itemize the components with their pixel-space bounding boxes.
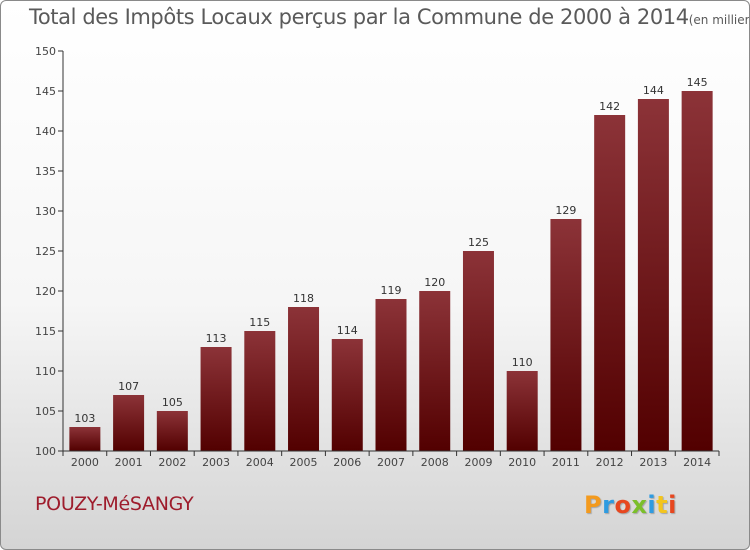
- bar-2003: [200, 347, 232, 451]
- bar-2009: [462, 251, 494, 451]
- logo-letter: r: [602, 491, 615, 519]
- data-label-2014: 145: [687, 76, 708, 89]
- y-tick-115: 115: [35, 325, 56, 338]
- bar-2010: [506, 371, 538, 451]
- bar-2000: [69, 427, 101, 451]
- data-label-2009: 125: [468, 236, 489, 249]
- bar-2006: [331, 339, 363, 451]
- x-tick-2011: 2011: [552, 456, 580, 469]
- bar-2002: [156, 411, 188, 451]
- bar-2012: [594, 115, 626, 451]
- bar-2014: [681, 91, 713, 451]
- y-tick-120: 120: [35, 285, 56, 298]
- bar-2004: [244, 331, 276, 451]
- bar-2001: [113, 395, 145, 451]
- bar-2013: [637, 99, 669, 451]
- logo-letter: t: [656, 491, 669, 519]
- data-label-2001: 107: [118, 380, 139, 393]
- chart-title: Total des Impôts Locaux perçus par la Co…: [29, 5, 750, 29]
- y-tick-130: 130: [35, 205, 56, 218]
- data-label-2005: 118: [293, 292, 314, 305]
- data-label-2003: 113: [206, 332, 227, 345]
- x-tick-2013: 2013: [639, 456, 667, 469]
- data-label-2007: 119: [381, 284, 402, 297]
- bar-2011: [550, 219, 582, 451]
- bars-layer: 103 107 105 113 115 118 114 119 120 125 110 129 142 1…: [69, 76, 713, 451]
- x-tick-2004: 2004: [246, 456, 274, 469]
- data-label-2008: 120: [424, 276, 445, 289]
- data-label-2000: 103: [74, 412, 95, 425]
- y-tick-100: 100: [35, 445, 56, 458]
- y-tick-140: 140: [35, 125, 56, 138]
- bar-2005: [288, 307, 320, 451]
- x-tick-2014: 2014: [683, 456, 711, 469]
- proxiti-logo: Proxiti: [584, 491, 677, 519]
- data-label-2004: 115: [249, 316, 270, 329]
- x-tick-2012: 2012: [596, 456, 624, 469]
- x-tick-2007: 2007: [377, 456, 405, 469]
- data-label-2006: 114: [337, 324, 358, 337]
- y-tick-145: 145: [35, 85, 56, 98]
- logo-letter: x: [631, 491, 648, 519]
- y-tick-105: 105: [35, 405, 56, 418]
- x-tick-2001: 2001: [115, 456, 143, 469]
- data-label-2002: 105: [162, 396, 183, 409]
- data-label-2012: 142: [599, 100, 620, 113]
- y-tick-150: 150: [35, 45, 56, 58]
- x-tick-2006: 2006: [333, 456, 361, 469]
- y-tick-110: 110: [35, 365, 56, 378]
- x-tick-2003: 2003: [202, 456, 230, 469]
- data-label-2013: 144: [643, 84, 664, 97]
- bar-2008: [419, 291, 451, 451]
- chart-title-text: Total des Impôts Locaux perçus par la Co…: [29, 5, 689, 29]
- y-tick-125: 125: [35, 245, 56, 258]
- commune-name: POUZY-MéSANGY: [35, 493, 194, 515]
- x-tick-2010: 2010: [508, 456, 536, 469]
- logo-letter: i: [668, 491, 677, 519]
- y-tick-135: 135: [35, 165, 56, 178]
- x-tick-2002: 2002: [158, 456, 186, 469]
- chart-unit-note: (en milliers d'€): [688, 13, 750, 27]
- data-label-2010: 110: [512, 356, 533, 369]
- logo-letter: i: [647, 491, 657, 519]
- axes-layer: 2000 2001 2002 2003 2004 2005 2006 2007 2008 2009…: [35, 45, 720, 469]
- logo-letter: o: [614, 491, 632, 519]
- data-label-2011: 129: [555, 204, 576, 217]
- x-tick-2000: 2000: [71, 456, 99, 469]
- x-tick-2008: 2008: [421, 456, 449, 469]
- x-tick-2005: 2005: [290, 456, 318, 469]
- logo-letter: P: [584, 491, 603, 519]
- bar-2007: [375, 299, 407, 451]
- x-tick-2009: 2009: [464, 456, 492, 469]
